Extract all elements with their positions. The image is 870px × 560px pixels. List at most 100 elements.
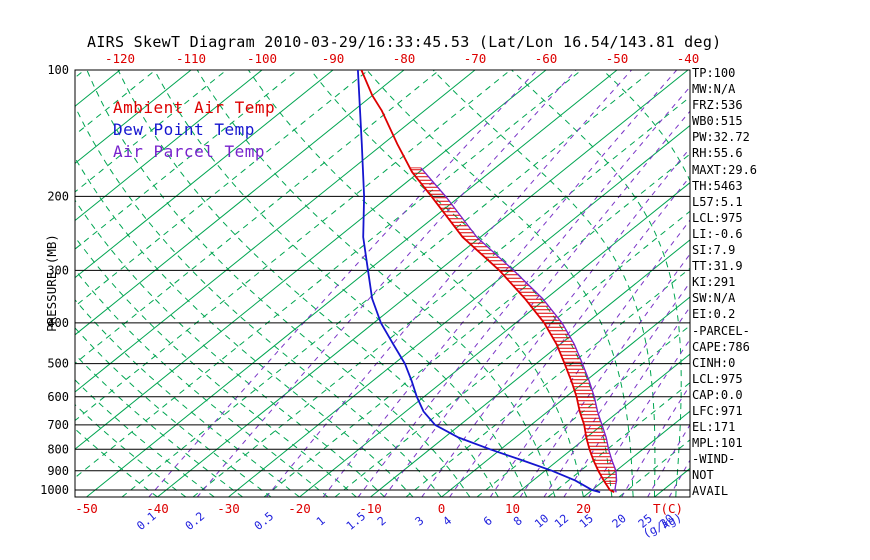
mixing-ratio-line [621, 384, 690, 497]
isotherm-minor-line [547, 382, 690, 497]
mixing-ratio-tick-label: 8 [511, 513, 525, 528]
stats-line: PW:32.72 [692, 130, 750, 145]
mixing-ratio-line [265, 70, 632, 497]
mixing-ratio-tick-label: 1 [313, 513, 327, 528]
isotherm-line [370, 239, 690, 497]
dew-point-temp-curve [357, 70, 601, 494]
pressure-tick-label: 100 [47, 63, 69, 77]
mixing-ratio-line [489, 219, 690, 497]
legend-item: Ambient Air Temp [113, 98, 276, 117]
isotherm-minor-line [263, 153, 690, 497]
isotherm-line [75, 70, 476, 393]
axis-labels: -120 -110 -100 -90 -80 -70 -60 -50 -401002003004… [40, 51, 699, 540]
stats-line: CINH:0 [692, 355, 736, 370]
bottom-temp-tick-label: -10 [359, 501, 382, 516]
skewt-background [75, 70, 690, 497]
top-temp-tick-label: -80 [393, 51, 416, 66]
isotherm-minor-line [476, 324, 690, 497]
stats-line: CAPE:786 [692, 339, 750, 354]
isotherm-line [441, 296, 690, 497]
skewt-curves [357, 70, 618, 494]
pressure-tick-label: 800 [47, 442, 69, 456]
mixing-ratio-tick-label: 6 [481, 513, 495, 528]
page-title: AIRS SkewT Diagram 2010-03-29/16:33:45.5… [87, 33, 722, 51]
temp-unit-label: T(C) [653, 501, 683, 516]
pressure-axis-title: PRESSURE (MB) [44, 234, 59, 332]
stats-line: KI:291 [692, 275, 736, 290]
bottom-temp-tick-label: 0 [438, 501, 446, 516]
stats-line: MAXT:29.6 [692, 162, 758, 177]
isotherm-line [86, 70, 618, 497]
mixing-ratio-tick-label: 25 [635, 511, 655, 531]
plot-border [74, 69, 691, 498]
isotherm-minor-line [405, 267, 690, 497]
bottom-temp-tick-label: -30 [217, 501, 240, 516]
bottom-temp-tick-label: 20 [576, 501, 591, 516]
stats-line: SI:7.9 [692, 243, 736, 258]
legend: Ambient Air Temp Dew Point Temp Air Parcel… [113, 97, 275, 163]
moist-adiabat-line [75, 353, 243, 497]
stats-line: FRZ:536 [692, 98, 743, 113]
isotherm-minor-line [75, 70, 582, 479]
top-temp-tick-label: -120 [105, 51, 135, 66]
mixing-ratio-line [563, 306, 690, 497]
stats-line: TH:5463 [692, 178, 743, 193]
isotherm-line [228, 124, 690, 497]
moist-adiabat-line [153, 70, 528, 497]
bottom-temp-tick-label: -20 [288, 501, 311, 516]
mixing-ratio-line [357, 86, 690, 497]
bottom-temp-tick-label: -40 [146, 501, 169, 516]
stats-line: CAP:0.0 [692, 387, 743, 402]
mixing-ratio-tick-label: 10 [532, 511, 552, 531]
mixing-ratio-line [148, 70, 538, 497]
pressure-tick-label: 600 [47, 390, 69, 404]
pressure-tick-label: 700 [47, 418, 69, 432]
stats-line: -WIND- [692, 452, 736, 467]
stats-line: LI:-0.6 [692, 226, 743, 241]
moist-adiabat-line [75, 379, 215, 497]
stats-line: LCL:975 [692, 371, 743, 386]
isotherm-line [75, 70, 405, 336]
mixing-ratio-tick-label: 20 [609, 511, 629, 531]
moist-adiabat-line [196, 70, 556, 497]
top-temp-tick-label: -70 [464, 51, 487, 66]
top-temp-tick-label: -60 [535, 51, 558, 66]
moist-adiabat-line [117, 70, 499, 497]
isotherm-line [75, 70, 192, 165]
mixing-ratio-line [383, 110, 690, 497]
pressure-tick-label: 200 [47, 189, 69, 203]
isotherm-minor-line [334, 210, 690, 497]
moist-adiabat-line [602, 70, 690, 183]
mixing-ratio-tick-label: 0.2 [182, 509, 207, 533]
top-temp-tick-label: -100 [247, 51, 277, 66]
ambient-air-temp-curve [360, 70, 615, 494]
mixing-ratio-tick-label: 4 [440, 513, 454, 528]
moist-adiabat-line [511, 70, 682, 497]
isotherm-line [75, 70, 334, 279]
stats-line: TP:100 [692, 66, 736, 80]
isotherm-line [75, 70, 547, 450]
stats-line: LFC:971 [692, 403, 743, 418]
moist-adiabat-line [75, 156, 414, 497]
stats-line: LCL:975 [692, 210, 743, 225]
isotherm-minor-line [192, 96, 690, 497]
isotherm-minor-line [121, 70, 653, 497]
isotherm-line [75, 70, 263, 222]
moist-adiabat-line [75, 268, 329, 497]
mixing-ratio-tick-label: 0.5 [251, 509, 276, 533]
moist-adiabat-line [75, 199, 386, 497]
legend-item: Air Parcel Temp [113, 142, 265, 161]
pressure-tick-label: 500 [47, 357, 69, 371]
top-temp-tick-label: -40 [677, 51, 700, 66]
stats-line: MW:N/A [692, 82, 736, 97]
moist-adiabat-line [75, 236, 357, 497]
legend-item: Dew Point Temp [113, 120, 255, 139]
moist-adiabat-line [86, 70, 471, 497]
stats-line: NOT [692, 468, 714, 483]
top-temp-tick-label: -50 [606, 51, 629, 66]
stats-line: L57:5.1 [692, 194, 743, 209]
mixing-ratio-tick-label: 12 [552, 511, 572, 531]
mixing-ratio-line [588, 338, 690, 497]
bottom-temp-tick-label: 10 [505, 501, 520, 516]
